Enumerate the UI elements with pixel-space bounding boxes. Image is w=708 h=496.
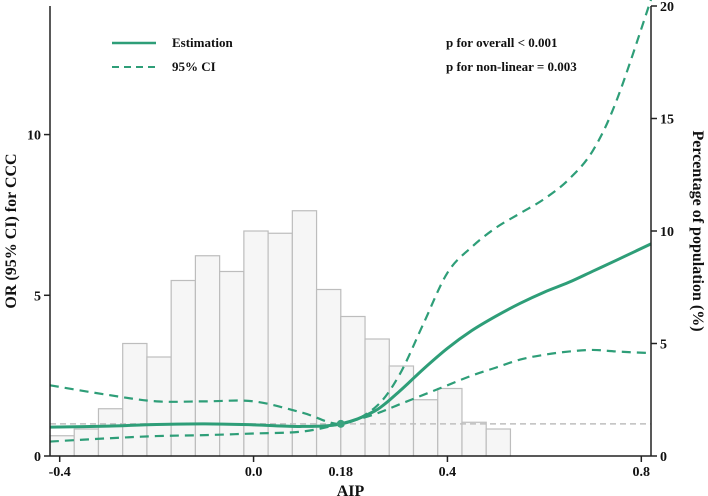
highlight-point (336, 419, 345, 428)
histogram-bar (49, 435, 75, 457)
y-tick-label: 0 (34, 450, 41, 465)
x-tick-label: -0.4 (49, 465, 71, 480)
histogram-bar (461, 421, 487, 457)
y2-tick-label: 10 (660, 225, 674, 240)
y-tick-label: 5 (34, 289, 41, 304)
y2-tick-label: 0 (660, 450, 667, 465)
histogram-bar (267, 232, 293, 457)
histogram-bar (485, 428, 512, 457)
ci-line-2 (49, 348, 652, 443)
y2-tick-label: 20 (660, 0, 674, 15)
histogram-bar (388, 365, 415, 457)
histogram-bars (49, 210, 512, 457)
legend: Estimation 95% CI (112, 35, 233, 74)
histogram-bar (340, 315, 366, 457)
legend-label-estimation: Estimation (172, 35, 233, 50)
ci-line-1 (49, 0, 653, 425)
histogram-bar (219, 270, 245, 457)
estimation-line (49, 242, 652, 429)
histogram-bar (73, 428, 100, 457)
histogram-bar (437, 387, 463, 457)
y-tick-label: 10 (27, 129, 41, 144)
histogram-bar (146, 356, 172, 457)
y2-tick-label: 5 (660, 338, 667, 353)
histogram-bar (170, 279, 197, 457)
histogram-bar (315, 288, 342, 457)
histogram-bar (291, 210, 318, 457)
y-axis-title: OR (95% CI) for CCC (3, 153, 20, 308)
histogram-bar (243, 230, 269, 457)
x-axis-title: AIP (337, 483, 365, 496)
x-tick-label: 0.0 (245, 465, 263, 480)
legend-label-ci: 95% CI (172, 59, 216, 74)
annotation-p-overall: p for overall < 0.001 (446, 35, 558, 50)
axis-ticks: -0.4 0.0 0.4 0.8 0 5 10 0 5 10 15 20 (27, 0, 674, 480)
annotation-p-nonlinear: p for non-linear = 0.003 (446, 59, 577, 74)
histogram-bar (97, 408, 124, 457)
histogram-bar (194, 255, 221, 457)
x-tick-label: 0.8 (633, 465, 651, 480)
curves (49, 0, 653, 443)
y2-tick-label: 15 (660, 113, 674, 128)
histogram-bar (412, 399, 439, 457)
x-tick-label: 0.4 (439, 465, 457, 480)
highlight-label: 0.18 (329, 465, 354, 480)
y2-axis-title: Percentage of population (%) (689, 130, 706, 331)
